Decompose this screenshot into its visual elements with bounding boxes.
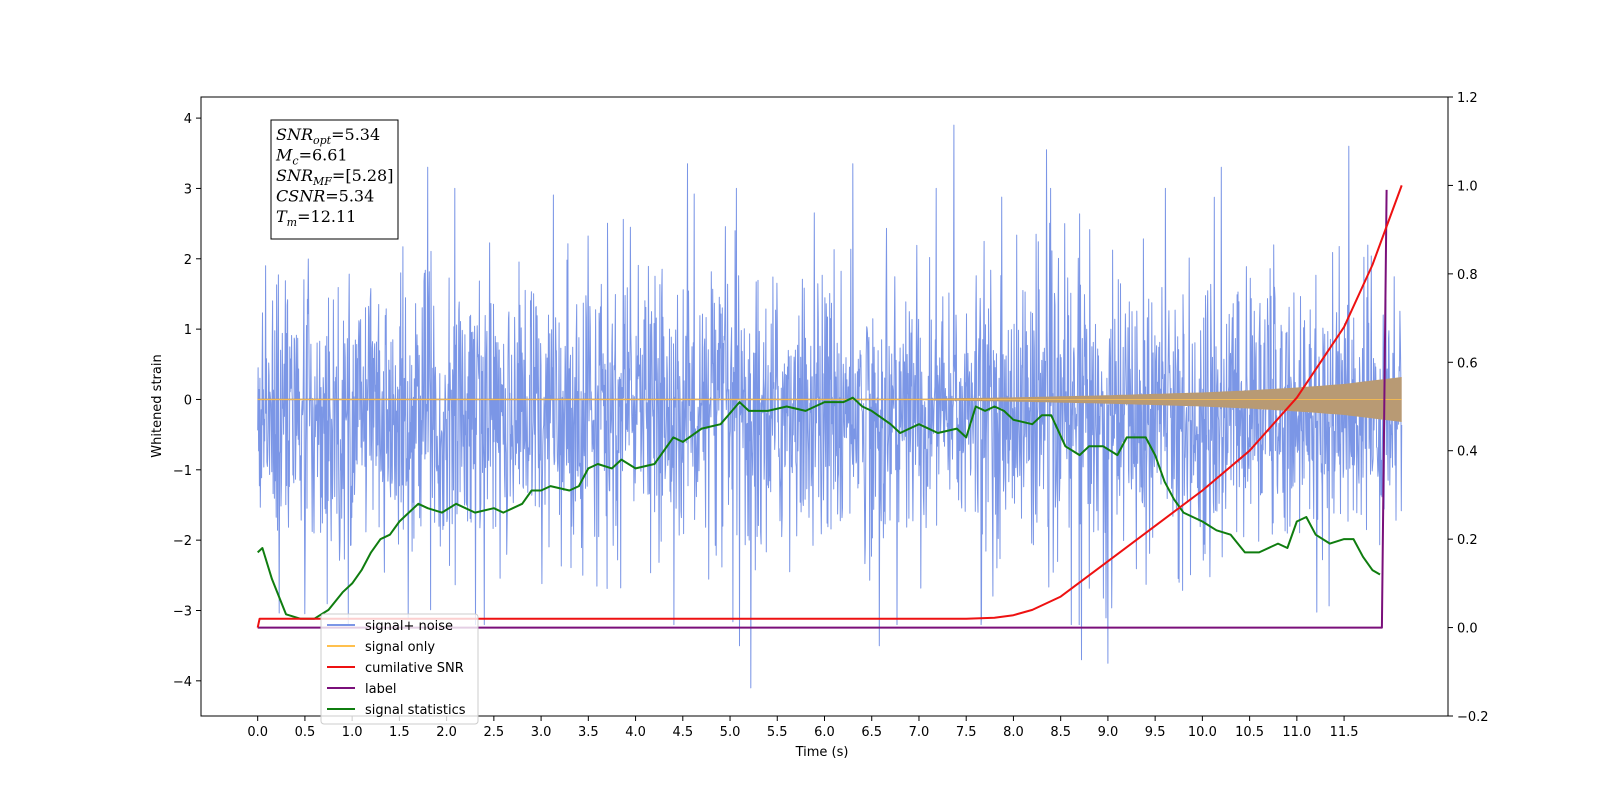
y-tick-label: −2	[173, 534, 192, 549]
legend-label: signal+ noise	[365, 619, 453, 634]
series-label	[257, 189, 1388, 629]
x-tick-label: 4.5	[672, 725, 693, 740]
x-tick-label: 10.5	[1235, 725, 1264, 740]
y-tick-label: 2	[184, 253, 192, 268]
info-symbol: M	[275, 146, 293, 165]
y-axis-left: 4 3 2 1 0 −1 −2 −3 −4	[173, 112, 201, 690]
info-subscript: MF	[312, 175, 332, 188]
y2-tick-label: 0.2	[1457, 533, 1478, 548]
info-subscript: c	[292, 155, 298, 168]
x-axis: 0.0 0.5 1.0 1.5 2.0 2.5 3.0 3.5 4.0 4.5 5.0 5.5 6.0 6…	[247, 716, 1359, 740]
info-box-frame	[270, 119, 399, 240]
x-tick-label: 2.5	[484, 725, 505, 740]
info-symbol: T	[276, 207, 288, 226]
x-tick-label: 1.0	[342, 725, 363, 740]
info-subscript: opt	[313, 134, 332, 147]
legend-label: label	[365, 682, 396, 697]
y-axis-right: 1.2 1.0 0.8 0.6 0.4 0.2 0.0 −0.2	[1448, 91, 1489, 725]
y2-tick-label: 0.0	[1457, 622, 1478, 637]
info-value: =6.61	[299, 146, 348, 165]
y-tick-label: 4	[184, 112, 192, 127]
x-tick-label: 6.5	[861, 725, 882, 740]
plot-series-layer	[256, 124, 1403, 689]
y2-tick-label: 0.6	[1457, 356, 1478, 371]
info-line: Tm=12.11	[276, 207, 356, 229]
y2-tick-label: 0.8	[1457, 268, 1478, 283]
series-signal-statistics	[257, 396, 1381, 620]
y-tick-label: −4	[173, 675, 192, 690]
info-line: CSNR=5.34	[276, 187, 374, 206]
info-symbol: SNR	[276, 166, 313, 185]
x-tick-label: 10.0	[1188, 725, 1217, 740]
legend-label: cumilative SNR	[365, 661, 464, 676]
x-tick-label: 3.5	[578, 725, 599, 740]
x-tick-label: 5.0	[720, 725, 741, 740]
info-line: Mc=6.61	[275, 146, 348, 168]
info-value: =5.34	[331, 125, 380, 144]
x-tick-label: 7.5	[956, 725, 977, 740]
y-tick-label: −1	[173, 464, 192, 479]
series-signal-noise	[257, 124, 1403, 689]
x-tick-label: 8.0	[1003, 725, 1024, 740]
y-tick-label: −3	[173, 604, 192, 619]
y-axis-label: Whitened strain	[150, 354, 165, 457]
x-tick-label: 8.5	[1050, 725, 1071, 740]
legend-label: signal only	[365, 640, 435, 655]
info-value: =5.34	[325, 187, 374, 206]
x-tick-label: 9.0	[1098, 725, 1119, 740]
info-value: =[5.28]	[332, 166, 394, 185]
y-tick-label: 1	[184, 323, 192, 338]
y-tick-label: 3	[184, 182, 192, 197]
info-box: SNRopt=5.34Mc=6.61SNRMF=[5.28]CSNR=5.34T…	[270, 119, 399, 240]
x-tick-label: 0.0	[247, 725, 268, 740]
y2-tick-label: −0.2	[1457, 710, 1489, 725]
legend: signal+ noise signal only cumilative SNR la…	[320, 613, 479, 725]
x-tick-label: 9.5	[1145, 725, 1166, 740]
y-tick-label: 0	[184, 393, 192, 408]
series-cumulative-snr	[256, 185, 1403, 628]
info-symbol: SNR	[276, 125, 313, 144]
x-tick-label: 3.0	[531, 725, 552, 740]
info-line: SNRMF=[5.28]	[276, 166, 393, 188]
x-tick-label: 1.5	[389, 725, 410, 740]
legend-frame	[320, 613, 479, 725]
x-tick-label: 2.0	[436, 725, 457, 740]
y2-tick-label: 1.0	[1457, 179, 1478, 194]
x-tick-label: 0.5	[295, 725, 316, 740]
info-value: =12.11	[297, 207, 356, 226]
y2-tick-label: 1.2	[1457, 91, 1478, 106]
info-subscript: m	[287, 216, 297, 229]
x-tick-label: 11.0	[1282, 725, 1311, 740]
x-tick-label: 5.5	[767, 725, 788, 740]
info-symbol: CSNR	[276, 187, 325, 206]
x-tick-label: 6.0	[814, 725, 835, 740]
x-axis-label: Time (s)	[795, 745, 849, 760]
x-tick-label: 7.0	[909, 725, 930, 740]
legend-label: signal statistics	[365, 703, 466, 718]
y2-tick-label: 0.4	[1457, 445, 1478, 460]
x-tick-label: 4.0	[625, 725, 646, 740]
x-tick-label: 11.5	[1330, 725, 1359, 740]
info-line: SNRopt=5.34	[276, 125, 380, 147]
